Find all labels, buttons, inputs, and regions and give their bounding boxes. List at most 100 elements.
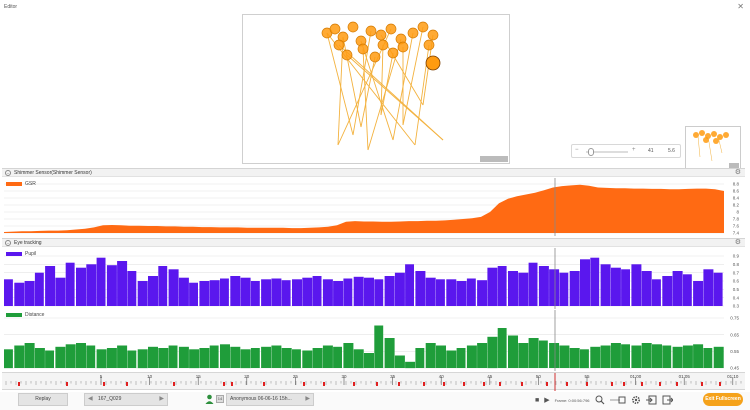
event-marker [586,382,588,386]
bar [641,343,652,368]
saccade-line [360,40,394,141]
bar [590,257,600,306]
bar [117,261,128,306]
zoom-slider-handle[interactable] [588,148,594,156]
bar [394,355,405,368]
timeline-label: 15 [196,374,202,379]
bar [528,338,539,368]
fixation-circle [333,39,345,51]
gaze-replay-canvas[interactable] [242,14,510,164]
recording-label: 167_Q029 [98,396,122,402]
recording-selector[interactable]: ◀ 167_Q029 ▶ [84,393,168,406]
bar [631,345,642,368]
bar [641,271,652,306]
saccade-line [360,56,376,128]
y-tick-label: 0.7 [733,270,740,275]
play-icon[interactable]: ▶ [544,397,550,404]
gsr-area [4,184,724,233]
stop-icon[interactable]: ■ [535,396,540,404]
prev-recording-icon[interactable]: ◀ [88,396,93,402]
timeline-label: 45 [487,374,493,379]
bar [148,346,158,368]
import-icon[interactable] [645,395,657,405]
pupil-legend-label: Pupil [25,251,37,257]
bar [65,262,75,306]
zoom-out-icon[interactable]: − [575,147,579,153]
zoom-in-icon[interactable]: + [632,147,636,153]
bar [652,344,662,368]
bar [456,348,466,368]
shimmer-section-header[interactable]: – Shimmer Sensor(Shimmer Sensor) ⚙ [2,168,745,177]
event-marker [499,382,501,386]
exit-fullscreen-button[interactable]: Exit Fullscreen [703,393,743,406]
next-respondent-icon[interactable]: ▶ [305,396,310,402]
bar [127,271,137,306]
respondent-selector[interactable]: Anonymous 06-06-16 15h... ▶ [226,393,314,406]
y-tick-label: 7.8 [733,217,740,222]
settings-gear-icon[interactable] [631,395,641,405]
y-tick-label: 8.8 [733,182,740,187]
stimulus-thumbnail[interactable] [685,126,741,170]
bar [271,345,282,368]
bar [415,271,426,306]
bar [456,281,467,306]
bar [34,348,45,368]
zoom-icon[interactable] [595,395,605,405]
saccade-line [326,32,416,146]
bar [446,279,457,306]
bar [600,264,611,306]
gear-icon[interactable]: ⚙ [734,239,741,246]
bar [538,266,549,306]
bar [569,271,580,306]
timeline-label: 30 [341,374,347,379]
event-marker [719,382,721,386]
zoom-slider-icon[interactable] [609,395,626,405]
gsr-legend: GSR [6,181,36,187]
zoom-slider-track[interactable] [586,151,628,153]
export-icon[interactable] [662,395,673,405]
bar [405,361,416,369]
collapse-icon[interactable]: – [5,170,11,176]
y-tick-label: 7.4 [733,231,740,236]
bar [168,269,179,306]
fixation-circle [341,49,353,61]
replay-button[interactable]: Replay [18,393,68,406]
pupil-swatch [6,252,22,256]
thumb-fixation [723,132,729,138]
fixation-circle [377,39,389,51]
gear-icon[interactable]: ⚙ [734,169,741,176]
bar [682,345,693,368]
bottom-toolbar: Replay ◀ 167_Q029 ▶ 14 Anonymous 06-06-1… [0,392,750,410]
zoom-control[interactable]: − + 41 5.6 [571,144,681,158]
next-recording-icon[interactable]: ▶ [159,396,164,402]
bar [168,345,178,368]
bar [590,346,601,368]
bar [302,350,313,368]
bar [281,348,292,368]
bar [487,336,498,369]
fixation-circle [369,51,381,63]
bar [374,325,384,368]
bar [4,279,13,306]
bar [230,276,241,306]
bar [487,267,498,306]
fixation-circle [357,43,369,55]
timeline-label: 55 [584,374,590,379]
fixation-circle [417,21,429,33]
bar [425,343,436,368]
timeline-label: 01:10 [727,374,739,379]
eye-section-header[interactable]: – Eye tracking ⚙ [2,238,745,247]
event-marker [398,382,400,386]
bar [436,345,446,368]
fixation-circle [365,25,377,37]
collapse-icon[interactable]: – [5,240,11,246]
event-marker [376,382,378,386]
gaze-plot [321,21,444,151]
bar [55,346,66,368]
event-marker [423,382,425,386]
bar [405,264,414,306]
timeline-ruler[interactable]: 5 10 15 20 25 30 35 40 45 50 55 01:00 01:05 01:10 [2,372,745,391]
close-icon[interactable]: ✕ [737,2,744,11]
bar [610,343,621,368]
fixation-circle [407,27,419,39]
